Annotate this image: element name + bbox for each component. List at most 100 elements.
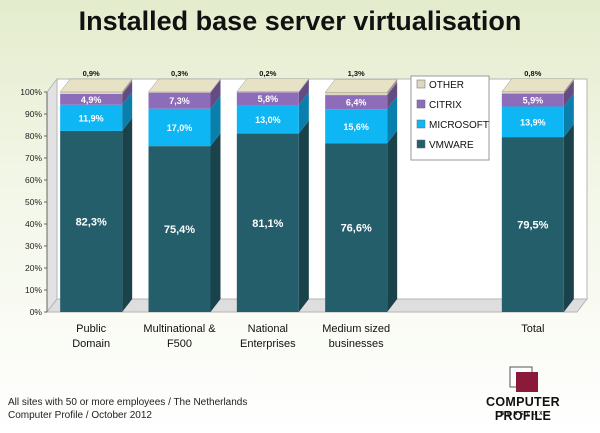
y-tick-label-50: 50% (25, 197, 42, 207)
bar-side-microsoft-1 (210, 95, 221, 147)
bar-top-3 (324, 78, 398, 93)
legend-label-citrix: CITRIX (429, 100, 462, 111)
y-tick-label-70: 70% (25, 153, 42, 163)
bar-side-vmware-5 (563, 124, 574, 312)
bar-top-5 (501, 78, 575, 93)
logo-mark-front (516, 372, 538, 392)
y-tick-label-0: 0% (30, 307, 43, 317)
bar-side-other-3 (387, 79, 398, 96)
data-label-citrix-2: 5,8% (258, 94, 279, 104)
data-label-citrix-3: 6,4% (346, 98, 367, 108)
y-tick-label-20: 20% (25, 263, 42, 273)
side-wall (46, 77, 58, 314)
bar-segment-other-3 (325, 92, 388, 96)
y-tick-label-40: 40% (25, 219, 42, 229)
data-label-citrix-0: 4,9% (81, 95, 102, 105)
bar-side-vmware-3 (387, 130, 398, 312)
legend-swatch-other (416, 79, 426, 89)
footer-note: All sites with 50 or more employees / Th… (8, 396, 247, 422)
data-label-other-5: 0,8% (524, 69, 541, 78)
data-label-other-0: 0,9% (83, 69, 100, 78)
category-label-2-0: National (248, 323, 288, 335)
y-tick-label-80: 80% (25, 131, 42, 141)
bar-side-vmware-2 (298, 120, 309, 312)
logo-mark-icon (509, 366, 538, 392)
bar-segment-vmware-1 (148, 146, 211, 312)
bar-segment-microsoft-5 (501, 106, 564, 138)
data-label-vmware-3: 76,6% (341, 223, 372, 235)
bar-side-microsoft-3 (387, 96, 398, 144)
legend-label-other: OTHER (429, 80, 464, 91)
data-label-microsoft-2: 13,0% (255, 115, 281, 125)
bar-side-microsoft-0 (122, 91, 133, 131)
bar-segment-microsoft-3 (325, 109, 388, 144)
bar-side-microsoft-2 (298, 91, 309, 134)
data-label-microsoft-1: 17,0% (167, 123, 193, 133)
bar-side-citrix-3 (387, 82, 398, 110)
data-label-vmware-1: 75,4% (164, 224, 195, 236)
chart-title: Installed base server virtualisation (78, 6, 522, 36)
y-tick-label-100: 100% (20, 87, 42, 97)
data-label-vmware-2: 81,1% (252, 218, 283, 230)
bar-segment-vmware-0 (60, 130, 123, 312)
bar-segment-other-1 (148, 92, 211, 93)
bar-side-microsoft-5 (563, 93, 574, 138)
y-tick-label-10: 10% (25, 285, 42, 295)
bar-side-vmware-1 (210, 133, 221, 312)
data-label-other-1: 0,3% (171, 69, 188, 78)
bar-segment-other-0 (60, 92, 123, 94)
stacked-bar-chart: 0% 10% 20% 30% 40% 50% 60% 70% 80% 90% 100% 82,3% 11… (20, 69, 589, 350)
category-label-0-0: Public (76, 323, 106, 335)
category-label-5-0: Total (521, 323, 544, 335)
bar-segment-vmware-2 (236, 133, 299, 312)
legend-swatch-microsoft (416, 119, 426, 129)
bar-segment-citrix-5 (501, 93, 564, 107)
data-label-citrix-5: 5,9% (523, 96, 544, 106)
bar-top-0 (59, 78, 133, 93)
category-label-1-1: F500 (167, 338, 192, 350)
computer-profile-logo: COMPUTER PROFILE BENELUX (458, 365, 588, 427)
y-tick-label-60: 60% (25, 175, 42, 185)
bar-side-vmware-0 (122, 117, 133, 312)
category-label-1-0: Multinational & (143, 323, 216, 335)
bar-segment-vmware-3 (325, 143, 388, 312)
bar-segment-vmware-5 (501, 137, 564, 312)
bar-segment-microsoft-0 (60, 104, 123, 131)
data-label-vmware-5: 79,5% (517, 220, 548, 232)
legend-label-vmware: VMWARE (429, 140, 474, 151)
data-label-other-2: 0,2% (259, 69, 276, 78)
bar-side-citrix-0 (122, 80, 133, 105)
y-tick-label-90: 90% (25, 109, 42, 119)
legend-swatch-vmware (416, 139, 426, 149)
legend-label-microsoft: MICROSOFT (429, 120, 489, 131)
bar-top-2 (236, 78, 310, 93)
data-label-vmware-0: 82,3% (76, 216, 107, 228)
bar-segment-microsoft-1 (148, 108, 211, 147)
bar-segment-citrix-1 (148, 92, 211, 109)
bar-side-citrix-1 (210, 79, 221, 109)
bar-top-1 (147, 78, 222, 93)
footer-line-sample: All sites with 50 or more employees / Th… (8, 397, 248, 408)
logo-name: COMPUTER PROFILE (486, 395, 560, 423)
logo-subtitle: BENELUX (500, 411, 546, 417)
y-tick-label-30: 30% (25, 241, 42, 251)
category-label-0-1: Domain (72, 338, 110, 350)
data-label-microsoft-5: 13,9% (520, 117, 546, 127)
bar-segment-citrix-3 (325, 95, 388, 110)
data-label-microsoft-0: 11,9% (79, 113, 104, 123)
bar-side-citrix-2 (298, 79, 309, 105)
category-label-3-0: Medium sized (322, 323, 390, 335)
bar-segment-microsoft-2 (236, 104, 299, 134)
bar-segment-citrix-2 (236, 92, 299, 105)
back-wall (56, 78, 588, 300)
bar-side-other-0 (122, 79, 133, 94)
category-label-3-1: businesses (329, 338, 385, 350)
data-label-other-3: 1,3% (348, 69, 365, 78)
data-label-microsoft-3: 15,6% (343, 122, 369, 132)
bar-segment-other-5 (501, 91, 564, 94)
footer-line-source: Computer Profile / October 2012 (8, 410, 152, 421)
bar-side-citrix-5 (563, 80, 574, 107)
legend-swatch-citrix (416, 99, 426, 109)
bar-segment-citrix-0 (60, 93, 123, 105)
data-label-citrix-1: 7,3% (169, 96, 190, 106)
